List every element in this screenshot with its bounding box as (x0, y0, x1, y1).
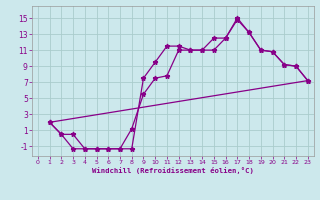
X-axis label: Windchill (Refroidissement éolien,°C): Windchill (Refroidissement éolien,°C) (92, 167, 254, 174)
